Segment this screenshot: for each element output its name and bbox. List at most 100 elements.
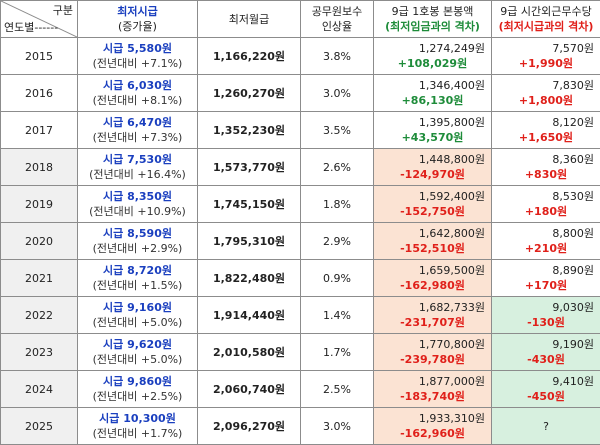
base-pay: 1,682,733원 — [374, 300, 491, 315]
year-label: 2022 — [25, 309, 53, 322]
raise-cell: 1.4% — [301, 297, 374, 334]
overtime-pay: 8,530원 — [492, 189, 600, 204]
wage-cell: 시급 8,350원(전년대비 +10.9%) — [78, 186, 198, 223]
monthly-cell: 1,795,310원 — [198, 223, 301, 260]
base-pay-header-line1: 9급 1호봉 본봉액 — [374, 4, 491, 19]
overtime-gap: -130원 — [492, 315, 600, 330]
raise-header-line2: 인상율 — [301, 19, 373, 34]
monthly-cell: 1,166,220원 — [198, 38, 301, 75]
hourly-wage: 시급 6,030원 — [78, 78, 197, 93]
year-label: 2024 — [25, 383, 53, 396]
hourly-wage: 시급 10,300원 — [78, 411, 197, 426]
base-pay: 1,346,400원 — [374, 78, 491, 93]
raise-rate: 3.0% — [323, 420, 351, 433]
raise-rate: 1.4% — [323, 309, 351, 322]
overtime-header: 9급 시간외근무수당 (최저시급과의 격차) — [492, 1, 600, 38]
wage-cell: 시급 5,580원(전년대비 +7.1%) — [78, 38, 198, 75]
base-pay: 1,770,800원 — [374, 337, 491, 352]
year-cell: 2019 — [1, 186, 78, 223]
year-cell: 2024 — [1, 371, 78, 408]
base-pay-cell: 1,592,400원-152,750원 — [374, 186, 492, 223]
header-row: 구분 연도별------ 최저시급 (증가율) 최저월급 공무원보수 인상율 9… — [1, 1, 600, 38]
year-cell: 2015 — [1, 38, 78, 75]
monthly-cell: 2,096,270원 — [198, 408, 301, 445]
overtime-cell: ? — [492, 408, 600, 445]
base-pay-gap: -183,740원 — [374, 389, 491, 404]
overtime-cell: 7,570원+1,990원 — [492, 38, 600, 75]
monthly-cell: 1,352,230원 — [198, 112, 301, 149]
overtime-cell: 8,530원+180원 — [492, 186, 600, 223]
year-label: 2016 — [25, 87, 53, 100]
monthly-wage: 1,914,440원 — [213, 309, 285, 322]
min-wage-header-sub: (증가율) — [78, 19, 197, 34]
base-pay-gap: -162,980원 — [374, 278, 491, 293]
base-pay-cell: 1,346,400원+86,130원 — [374, 75, 492, 112]
monthly-wage: 2,010,580원 — [213, 346, 285, 359]
hourly-wage: 시급 9,860원 — [78, 374, 197, 389]
overtime-pay: 8,120원 — [492, 115, 600, 130]
year-label: 2017 — [25, 124, 53, 137]
wage-growth: (전년대비 +5.0%) — [78, 352, 197, 367]
raise-rate: 3.0% — [323, 87, 351, 100]
table-row: 2015 시급 5,580원(전년대비 +7.1%) 1,166,220원 3.8% 1… — [1, 38, 600, 75]
base-pay-gap: -162,960원 — [374, 426, 491, 441]
wage-growth: (전년대비 +1.7%) — [78, 426, 197, 441]
base-pay-cell: 1,659,500원-162,980원 — [374, 260, 492, 297]
wage-growth: (전년대비 +10.9%) — [78, 204, 197, 219]
overtime-gap: +210원 — [492, 241, 600, 256]
overtime-cell: 9,030원-130원 — [492, 297, 600, 334]
wage-cell: 시급 6,470원(전년대비 +7.3%) — [78, 112, 198, 149]
monthly-wage: 1,166,220원 — [213, 50, 285, 63]
overtime-gap: +1,800원 — [492, 93, 600, 108]
year-label: 2015 — [25, 50, 53, 63]
base-pay-cell: 1,933,310원-162,960원 — [374, 408, 492, 445]
overtime-gap: +180원 — [492, 204, 600, 219]
overtime-cell: 9,190원-430원 — [492, 334, 600, 371]
wage-cell: 시급 9,860원(전년대비 +2.5%) — [78, 371, 198, 408]
raise-rate: 3.8% — [323, 50, 351, 63]
overtime-cell: 8,360원+830원 — [492, 149, 600, 186]
year-cell: 2022 — [1, 297, 78, 334]
min-wage-header-label: 최저시급 — [78, 4, 197, 19]
base-pay: 1,448,800원 — [374, 152, 491, 167]
overtime-pay: 8,800원 — [492, 226, 600, 241]
monthly-wage: 1,352,230원 — [213, 124, 285, 137]
raise-header: 공무원보수 인상율 — [301, 1, 374, 38]
base-pay-gap: +86,130원 — [374, 93, 491, 108]
monthly-cell: 2,010,580원 — [198, 334, 301, 371]
base-pay: 1,933,310원 — [374, 411, 491, 426]
overtime-header-line1: 9급 시간외근무수당 — [492, 4, 600, 19]
raise-cell: 0.9% — [301, 260, 374, 297]
corner-top-label: 구분 — [53, 3, 73, 18]
raise-cell: 3.0% — [301, 408, 374, 445]
hourly-wage: 시급 9,160원 — [78, 300, 197, 315]
monthly-wage: 2,060,740원 — [213, 383, 285, 396]
base-pay-gap: -152,510원 — [374, 241, 491, 256]
raise-rate: 1.7% — [323, 346, 351, 359]
overtime-cell: 8,890원+170원 — [492, 260, 600, 297]
base-pay: 1,274,249원 — [374, 41, 491, 56]
raise-header-line1: 공무원보수 — [301, 4, 373, 19]
corner-header: 구분 연도별------ — [1, 1, 78, 38]
overtime-header-line2: (최저시급과의 격차) — [492, 19, 600, 34]
raise-cell: 2.5% — [301, 371, 374, 408]
hourly-wage: 시급 8,590원 — [78, 226, 197, 241]
base-pay-gap: -152,750원 — [374, 204, 491, 219]
monthly-cell: 1,914,440원 — [198, 297, 301, 334]
monthly-wage: 1,745,150원 — [213, 198, 285, 211]
overtime-pay: 7,570원 — [492, 41, 600, 56]
hourly-wage: 시급 9,620원 — [78, 337, 197, 352]
base-pay-gap: -231,707원 — [374, 315, 491, 330]
raise-rate: 2.9% — [323, 235, 351, 248]
base-pay-gap: -239,780원 — [374, 352, 491, 367]
hourly-wage: 시급 5,580원 — [78, 41, 197, 56]
base-pay-gap: -124,970원 — [374, 167, 491, 182]
year-cell: 2017 — [1, 112, 78, 149]
wage-cell: 시급 7,530원(전년대비 +16.4%) — [78, 149, 198, 186]
